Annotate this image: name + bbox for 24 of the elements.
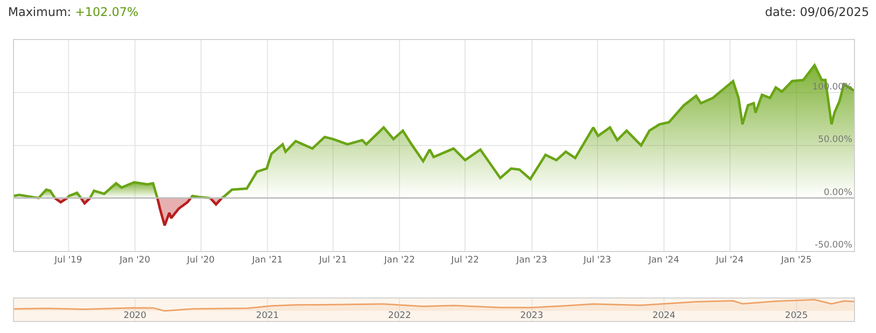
- chart-subtitle: date: 09/06/2025: [765, 5, 870, 19]
- x-tick-label: Jan '24: [648, 256, 680, 266]
- x-tick-label: 2022: [388, 311, 412, 321]
- x-tick-label: Jan '21: [251, 256, 283, 266]
- x-tick-label: 2020: [123, 311, 147, 321]
- x-tick-label: Jul '23: [582, 256, 612, 266]
- y-tick-label: 0.00%: [824, 188, 853, 198]
- x-tick-label: 2024: [652, 311, 676, 321]
- x-tick-label: Jul '22: [450, 256, 479, 266]
- x-tick-label: 2023: [520, 311, 544, 321]
- x-tick-label: Jul '24: [714, 256, 744, 266]
- y-tick-label: 50.00%: [818, 135, 853, 146]
- x-tick-label: Jan '23: [515, 256, 548, 266]
- y-tick-label: 100.00%: [812, 82, 853, 93]
- x-tick-label: 2021: [256, 311, 279, 321]
- x-tick-label: Jul '20: [186, 256, 215, 266]
- x-tick-label: 2025: [784, 311, 808, 321]
- x-tick-label: Jan '20: [118, 256, 151, 266]
- chart-title: Maximum: +102.07%: [8, 5, 138, 19]
- x-tick-label: Jul '21: [318, 256, 347, 266]
- x-tick-label: Jan '22: [383, 256, 415, 266]
- x-tick-label: Jul '19: [53, 256, 82, 266]
- y-tick-label: -50.00%: [814, 240, 853, 251]
- x-tick-label: Jan '25: [780, 256, 812, 266]
